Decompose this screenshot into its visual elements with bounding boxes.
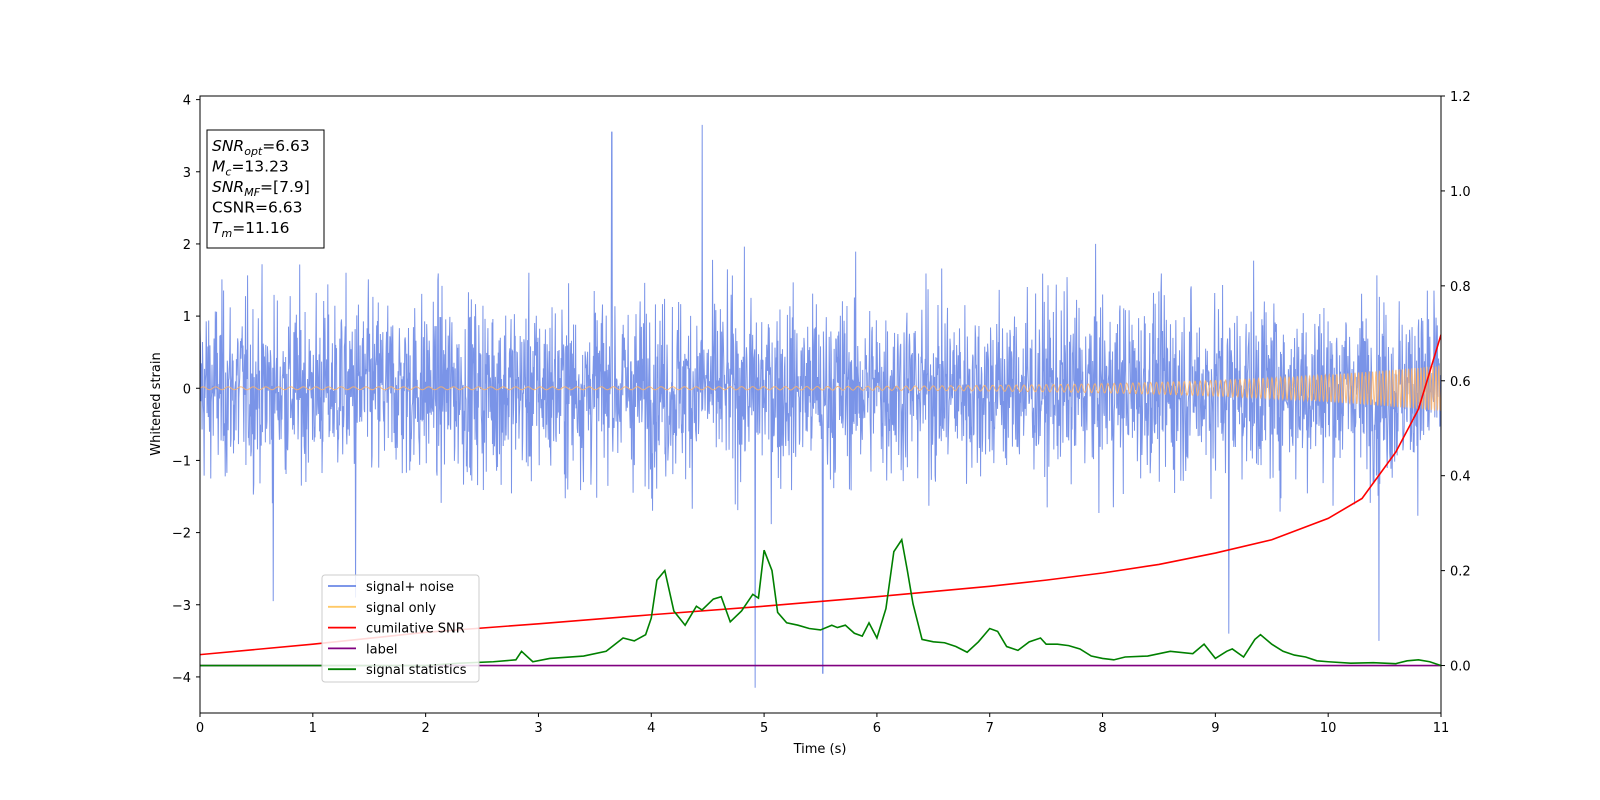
plot-frame (199, 95, 1442, 714)
right-y-axis-ticks: 1.2 1.0 0.8 0.6 0.4 0.2 0.0 (1441, 90, 1471, 675)
x-tick-label: 1 (309, 721, 317, 736)
x-tick-label: 0 (196, 721, 204, 736)
x-tick-label: 7 (986, 721, 994, 736)
x-tick-label: 2 (421, 721, 429, 736)
x-axis-label: Time (s) (793, 742, 847, 757)
info-box-line: CSNR=6.63 (212, 199, 303, 217)
series-signal-statistics (200, 537, 1441, 667)
info-box-frame (206, 129, 325, 249)
right-y-tick-label: 0.0 (1450, 660, 1471, 675)
x-tick-label: 3 (534, 721, 542, 736)
x-axis-ticks: 0 1 2 3 4 5 6 7 8 9 10 11 (196, 713, 1449, 736)
right-y-tick-label: 0.6 (1450, 375, 1471, 390)
left-y-axis-ticks: 4 3 2 1 0 −1 −2 −3 −4 (172, 94, 200, 686)
left-y-tick-label: 0 (183, 382, 191, 397)
y-axis-label: Whitened strain (149, 352, 164, 455)
x-tick-label: 5 (760, 721, 768, 736)
left-y-tick-label: 1 (183, 310, 191, 325)
legend-label: label (366, 642, 397, 657)
left-y-tick-label: −3 (172, 599, 191, 614)
right-y-tick-label: 0.4 (1450, 470, 1471, 485)
left-y-tick-label: −2 (172, 527, 191, 542)
info-box-line: SNRopt=6.63 (212, 137, 310, 158)
x-tick-label: 8 (1098, 721, 1106, 736)
legend: signal+ noise signal only cumilative SNR la… (321, 574, 480, 683)
x-tick-label: 4 (647, 721, 655, 736)
left-y-tick-label: 3 (183, 166, 191, 181)
x-tick-label: 9 (1211, 721, 1219, 736)
legend-label: signal only (366, 601, 436, 616)
series-signal-only (200, 365, 1441, 411)
legend-label: signal+ noise (366, 580, 454, 595)
x-tick-label: 10 (1320, 721, 1337, 736)
left-y-tick-label: 2 (183, 238, 191, 253)
series-signal-noise (200, 124, 1441, 688)
legend-label: signal statistics (366, 663, 467, 678)
info-box-line: SNRMF=[7.9] (212, 178, 310, 199)
x-tick-label: 11 (1433, 721, 1450, 736)
series-cumulative-snr (200, 334, 1441, 656)
legend-frame (321, 574, 480, 683)
right-y-tick-label: 0.2 (1450, 565, 1471, 580)
x-tick-label: 6 (873, 721, 881, 736)
right-y-tick-label: 1.0 (1450, 185, 1471, 200)
left-y-tick-label: −1 (172, 454, 191, 469)
left-y-tick-label: −4 (172, 671, 191, 686)
legend-label: cumilative SNR (366, 622, 465, 637)
right-y-tick-label: 1.2 (1450, 90, 1471, 105)
right-y-tick-label: 0.8 (1450, 280, 1471, 295)
info-box-line: Tm=11.16 (212, 219, 290, 240)
left-y-tick-label: 4 (183, 94, 191, 109)
info-box-line: Mc=13.23 (212, 158, 289, 179)
